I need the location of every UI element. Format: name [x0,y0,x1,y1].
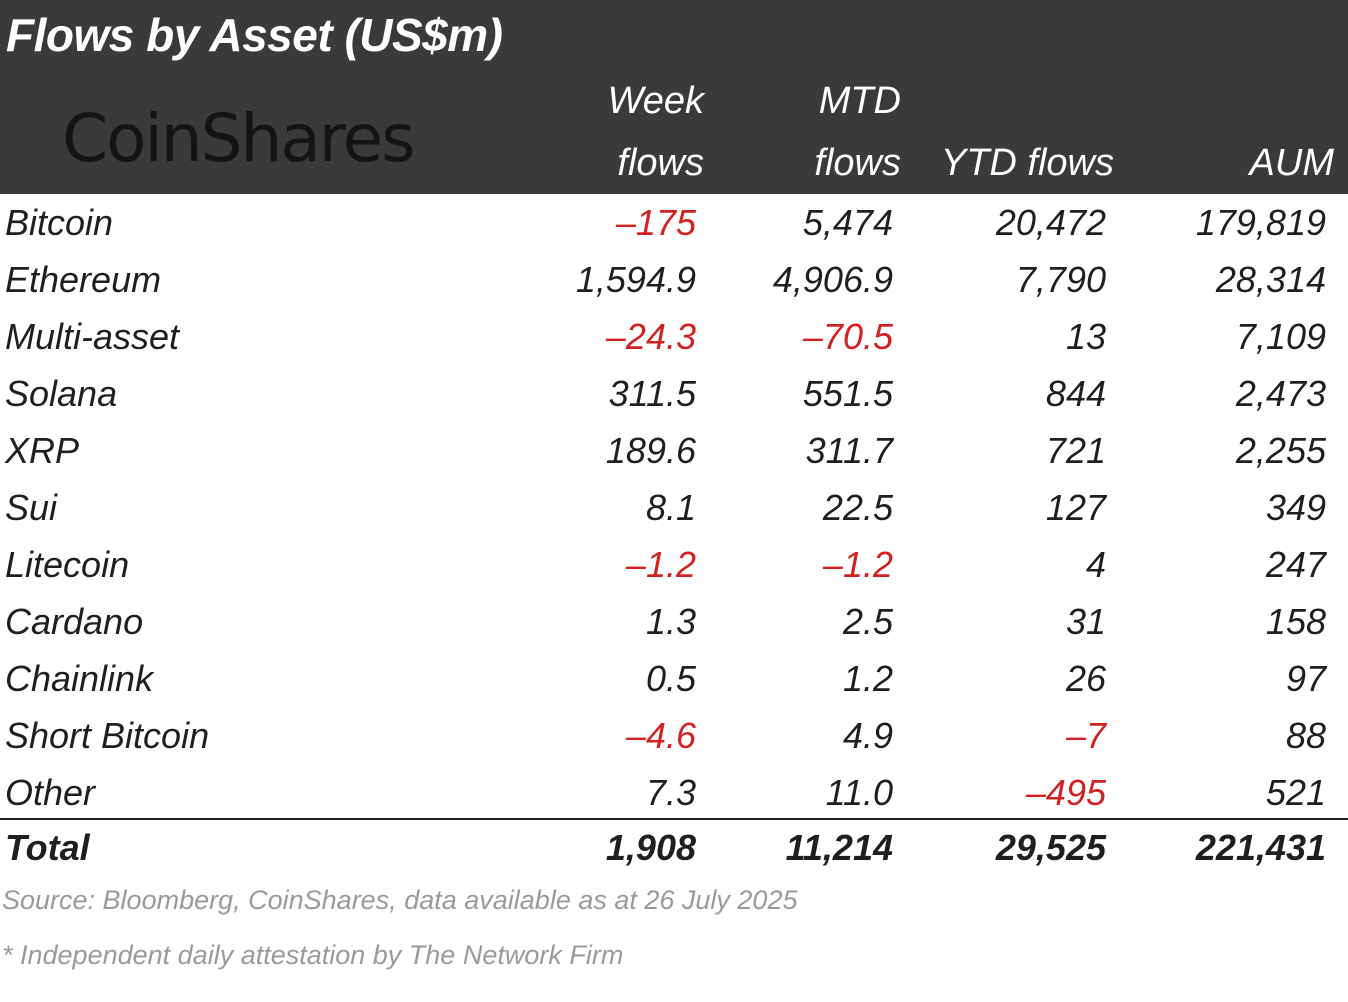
asset-name: Sui [5,487,58,528]
mtd-flows: 22.5 [822,487,893,528]
asset-name: Chainlink [5,658,154,699]
column-header-week: Week flows [608,70,704,194]
ytd-flows: 7,790 [1015,259,1106,300]
table-row: Sui 8.1 22.5 127 349 [0,479,1348,536]
mtd-flows: 4.9 [842,715,893,756]
table-row: Ethereum 1,594.9 4,906.9 7,790 28,314 [0,251,1348,308]
total-label: Total [5,827,90,868]
ytd-flows: –7 [1065,715,1106,756]
asset-name: Litecoin [5,544,130,585]
asset-name: Cardano [5,601,144,642]
aum: 521 [1265,772,1326,813]
table-row: Litecoin –1.2 –1.2 4 247 [0,536,1348,593]
mtd-flows: 551.5 [802,373,893,414]
ytd-flows: 844 [1045,373,1106,414]
ytd-flows: 4 [1085,544,1106,585]
total-ytd-flows: 29,525 [995,827,1106,868]
total-aum: 221,431 [1195,827,1326,868]
footnote: * Independent daily attestation by The N… [2,940,624,970]
table-row: Bitcoin –175 5,474 20,472 179,819 [0,194,1348,251]
total-divider [0,818,1348,820]
aum: 88 [1285,715,1326,756]
table-row: Cardano 1.3 2.5 31 158 [0,593,1348,650]
asset-name: XRP [5,430,80,471]
week-flows: –4.6 [625,715,696,756]
column-header-aum-label: AUM [1249,142,1334,184]
total-mtd-flows: 11,214 [785,827,893,868]
aum: 179,819 [1195,202,1326,243]
asset-name: Solana [5,373,118,414]
mtd-flows: 5,474 [802,202,893,243]
column-header-ytd-label: YTD flows [940,142,1114,184]
coinshares-logo: CoinShares [62,100,415,177]
table-row: Chainlink 0.5 1.2 26 97 [0,650,1348,707]
ytd-flows: 721 [1045,430,1106,471]
week-flows: 189.6 [605,430,696,471]
mtd-flows: –1.2 [822,544,893,585]
column-header-week-line2: flows [617,142,704,184]
aum: 2,255 [1235,430,1326,471]
column-header-aum: AUM [1250,132,1334,194]
ytd-flows: –495 [1025,772,1106,813]
ytd-flows: 13 [1065,316,1106,357]
week-flows: –175 [615,202,696,243]
table-header: Flows by Asset (US$m) CoinShares Week fl… [0,0,1348,194]
table-row: Multi-asset –24.3 –70.5 13 7,109 [0,308,1348,365]
aum: 7,109 [1235,316,1326,357]
table-row: XRP 189.6 311.7 721 2,255 [0,422,1348,479]
aum: 349 [1265,487,1326,528]
page-title: Flows by Asset (US$m) [6,9,503,61]
asset-name: Other [5,772,96,813]
table-row: Short Bitcoin –4.6 4.9 –7 88 [0,707,1348,764]
week-flows: –24.3 [605,316,696,357]
week-flows: 1,594.9 [575,259,696,300]
week-flows: 7.3 [645,772,696,813]
week-flows: 1.3 [645,601,696,642]
mtd-flows: 2.5 [842,601,893,642]
column-header-mtd-line1: MTD [818,80,901,122]
mtd-flows: –70.5 [802,316,893,357]
week-flows: –1.2 [625,544,696,585]
ytd-flows: 127 [1045,487,1106,528]
table-row: Solana 311.5 551.5 844 2,473 [0,365,1348,422]
mtd-flows: 1.2 [842,658,893,699]
week-flows: 0.5 [645,658,696,699]
asset-name: Short Bitcoin [5,715,210,756]
asset-name: Multi-asset [5,316,180,357]
ytd-flows: 26 [1065,658,1106,699]
aum: 247 [1265,544,1326,585]
aum: 28,314 [1215,259,1326,300]
mtd-flows: 311.7 [805,430,893,471]
mtd-flows: 11.0 [825,772,893,813]
week-flows: 311.5 [608,373,696,414]
column-header-ytd: YTD flows [941,132,1114,194]
total-row: Total 1,908 11,214 29,525 221,431 [0,819,1348,876]
ytd-flows: 20,472 [995,202,1106,243]
ytd-flows: 31 [1065,601,1106,642]
aum: 97 [1285,658,1326,699]
column-header-mtd-line2: flows [814,142,901,184]
aum: 2,473 [1235,373,1326,414]
asset-name: Ethereum [5,259,162,300]
source-note: Source: Bloomberg, CoinShares, data avai… [2,885,798,915]
total-week-flows: 1,908 [605,827,696,868]
aum: 158 [1265,601,1326,642]
column-header-week-line1: Week [607,80,704,122]
column-header-mtd: MTD flows [814,70,901,194]
week-flows: 8.1 [645,487,696,528]
asset-name: Bitcoin [5,202,114,243]
table-row: Other 7.3 11.0 –495 521 [0,764,1348,821]
mtd-flows: 4,906.9 [772,259,893,300]
